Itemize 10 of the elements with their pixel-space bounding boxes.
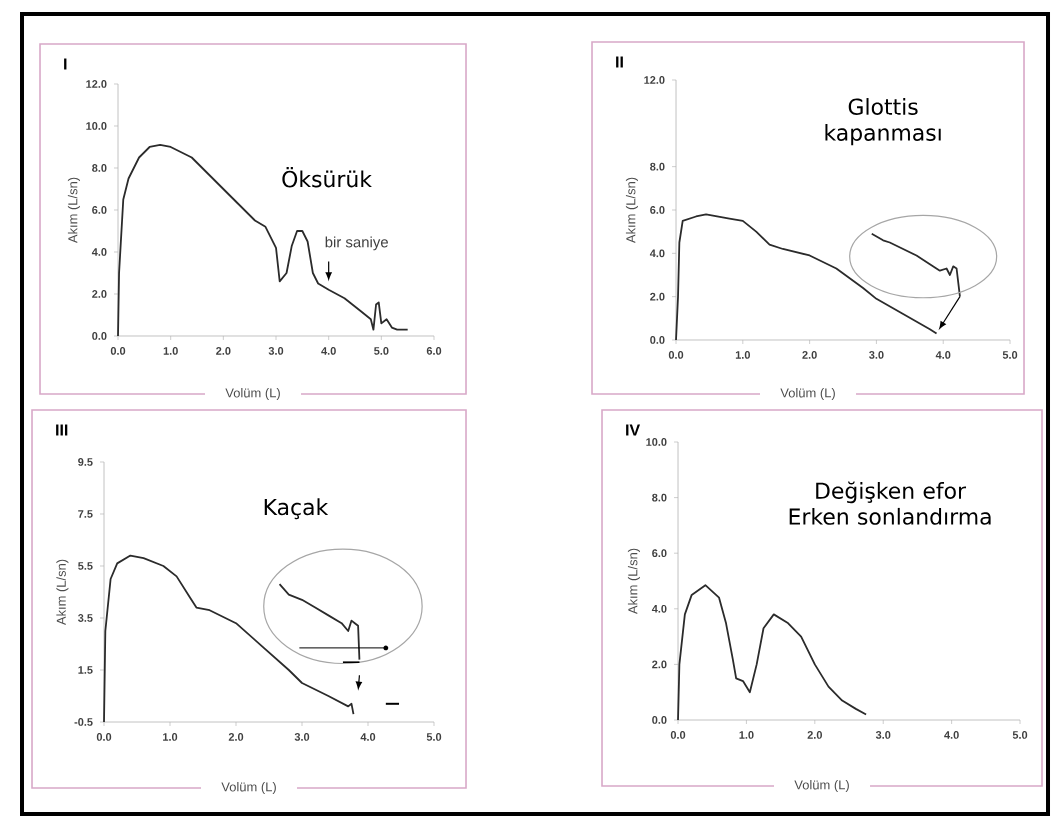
text: Değişken efor	[816, 481, 967, 504]
text: Kaçak	[264, 498, 329, 520]
text: Glottis kapanması	[825, 98, 941, 146]
line-series	[677, 584, 868, 721]
line-series	[278, 583, 361, 661]
text: Öksürük	[282, 167, 372, 188]
line-series	[675, 213, 938, 341]
text: Erken sonlandırma	[789, 507, 991, 525]
line-series	[103, 554, 355, 723]
line-series	[117, 143, 409, 337]
